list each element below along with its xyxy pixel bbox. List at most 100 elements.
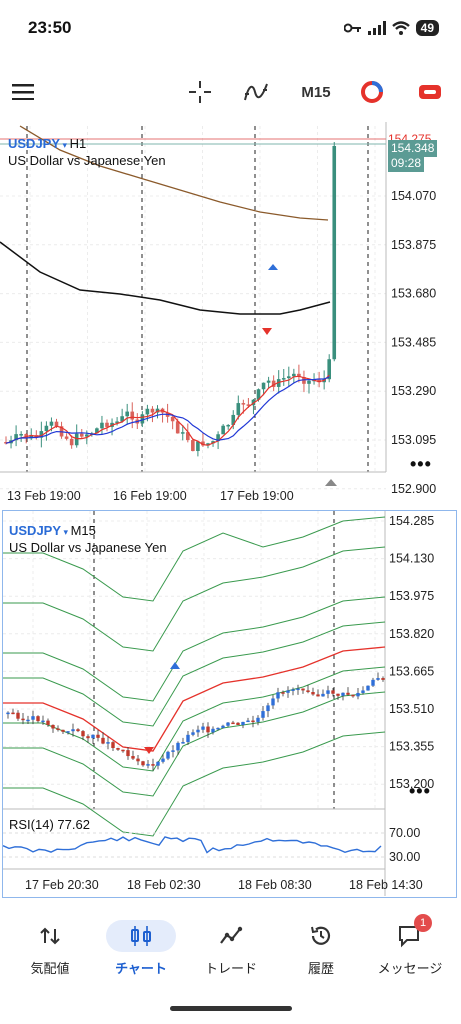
m15-price-tick: 154.130 <box>389 552 434 566</box>
h1-chart-canvas[interactable]: 154.070 153.875 153.680 153.485 153.290 153.0… <box>0 122 461 508</box>
h1-candle <box>327 359 331 380</box>
h1-candle <box>186 432 190 441</box>
m15-time-tick: 17 Feb 20:30 <box>25 878 99 892</box>
h1-candle <box>150 408 155 413</box>
h1-candle <box>14 434 18 441</box>
m15-candle <box>371 679 375 686</box>
h1-candle <box>236 403 241 415</box>
m15-candle <box>76 729 80 732</box>
m15-candle <box>291 689 295 691</box>
chart-type-icon[interactable] <box>358 78 386 106</box>
m15-symbol: USDJPY <box>9 523 62 538</box>
crosshair-icon[interactable] <box>186 78 214 106</box>
indicators-icon[interactable] <box>242 78 270 106</box>
h1-candle <box>115 421 119 423</box>
bottom-navigation: 気配値 チャート トレード 履歴 1 メッセージ <box>0 912 461 992</box>
signal-icon <box>367 21 386 35</box>
m15-time-tick: 18 Feb 14:30 <box>349 878 423 892</box>
h1-candle <box>54 421 59 427</box>
m15-candle <box>141 761 145 766</box>
m15-candle <box>26 719 30 722</box>
m15-candle <box>161 758 165 762</box>
h1-countdown-tag: 09:28 <box>388 155 425 172</box>
m15-candle <box>366 685 370 691</box>
h1-timeframe: H1 <box>69 136 87 151</box>
m15-candle <box>261 711 265 718</box>
quotes-icon <box>5 920 95 952</box>
m15-candle <box>146 764 150 766</box>
h1-candle <box>39 431 44 438</box>
timeframe-button[interactable]: M15 <box>301 83 331 101</box>
m15-candle <box>166 751 170 759</box>
h1-candle <box>100 422 104 429</box>
m15-candle <box>186 734 190 743</box>
nav-trade-label: トレード <box>204 961 257 976</box>
h1-sell-arrow <box>262 328 272 335</box>
m15-price-tick: 153.510 <box>389 702 434 716</box>
h1-candle <box>19 434 23 436</box>
nav-chart-label: チャート <box>115 961 167 976</box>
h1-more-icon[interactable]: ••• <box>410 454 432 474</box>
m15-band-lower-1 <box>3 691 386 797</box>
m15-symbol-line: USDJPY ▾ M15 <box>9 523 96 538</box>
h1-candle <box>145 408 150 415</box>
chart-pane-h1[interactable]: 154.070 153.875 153.680 153.485 153.290 153.0… <box>0 122 461 508</box>
m15-chart-canvas[interactable]: 154.285 154.130 153.975 153.820 153.665 153.5… <box>3 511 455 896</box>
m15-candle <box>181 742 185 744</box>
m15-candle <box>176 742 180 751</box>
m15-candle <box>346 692 350 695</box>
history-icon <box>276 920 366 952</box>
h1-candle <box>292 373 296 377</box>
m15-more-icon[interactable]: ••• <box>409 781 431 801</box>
m15-candle <box>111 742 115 749</box>
status-icons: 49 <box>343 18 439 38</box>
nav-chart[interactable]: チャート <box>96 920 186 977</box>
m15-band-upper-1 <box>3 596 386 702</box>
m15-time-tick: 18 Feb 08:30 <box>238 878 312 892</box>
chart-icon <box>106 920 176 952</box>
h1-candle <box>196 441 200 452</box>
nav-quotes[interactable]: 気配値 <box>5 920 95 977</box>
m15-candle <box>236 722 240 725</box>
h1-candle <box>216 434 220 442</box>
m15-candle <box>256 717 260 722</box>
m15-candle <box>121 749 125 752</box>
m15-candle <box>196 729 200 733</box>
m15-candle <box>81 731 85 737</box>
trade-icon <box>186 920 276 952</box>
rsi-level-tick: 70.00 <box>389 826 420 840</box>
m15-band-inner-upper <box>3 621 386 727</box>
m15-candle <box>306 690 310 693</box>
h1-ma-mid <box>5 376 330 444</box>
nav-quotes-label: 気配値 <box>30 961 70 976</box>
one-click-trade-icon[interactable] <box>416 78 444 106</box>
m15-candle <box>301 688 305 691</box>
rsi-label: RSI(14) 77.62 <box>9 817 90 832</box>
m15-candle <box>21 718 25 721</box>
h1-price-tick: 153.485 <box>391 335 436 349</box>
m15-description: US Dollar vs Japanese Yen <box>9 540 167 555</box>
m15-candle <box>151 764 155 766</box>
chart-pane-m15[interactable]: 154.285 154.130 153.975 153.820 153.665 153.5… <box>2 510 457 898</box>
m15-price-tick: 154.285 <box>389 514 434 528</box>
m15-candle <box>231 722 235 725</box>
m15-candle <box>191 732 195 735</box>
h1-scroll-marker <box>325 479 337 486</box>
h1-candle <box>281 378 286 380</box>
nav-trade[interactable]: トレード <box>186 920 276 977</box>
h1-price-tick: 153.290 <box>391 384 436 398</box>
m15-candle <box>156 761 160 766</box>
m15-candle <box>311 692 315 695</box>
h1-candle <box>297 373 301 377</box>
wifi-icon <box>391 21 410 35</box>
nav-history-label: 履歴 <box>307 961 334 976</box>
nav-history[interactable]: 履歴 <box>276 920 366 977</box>
m15-timeframe: M15 <box>70 523 96 538</box>
h1-candle <box>125 411 129 417</box>
m15-price-tick: 153.200 <box>389 777 434 791</box>
m15-candle <box>211 728 215 733</box>
nav-messages[interactable]: 1 メッセージ <box>365 914 455 977</box>
rsi-level-tick: 30.00 <box>389 850 420 864</box>
menu-icon[interactable] <box>10 78 36 106</box>
h1-ma-slow <box>0 241 331 315</box>
